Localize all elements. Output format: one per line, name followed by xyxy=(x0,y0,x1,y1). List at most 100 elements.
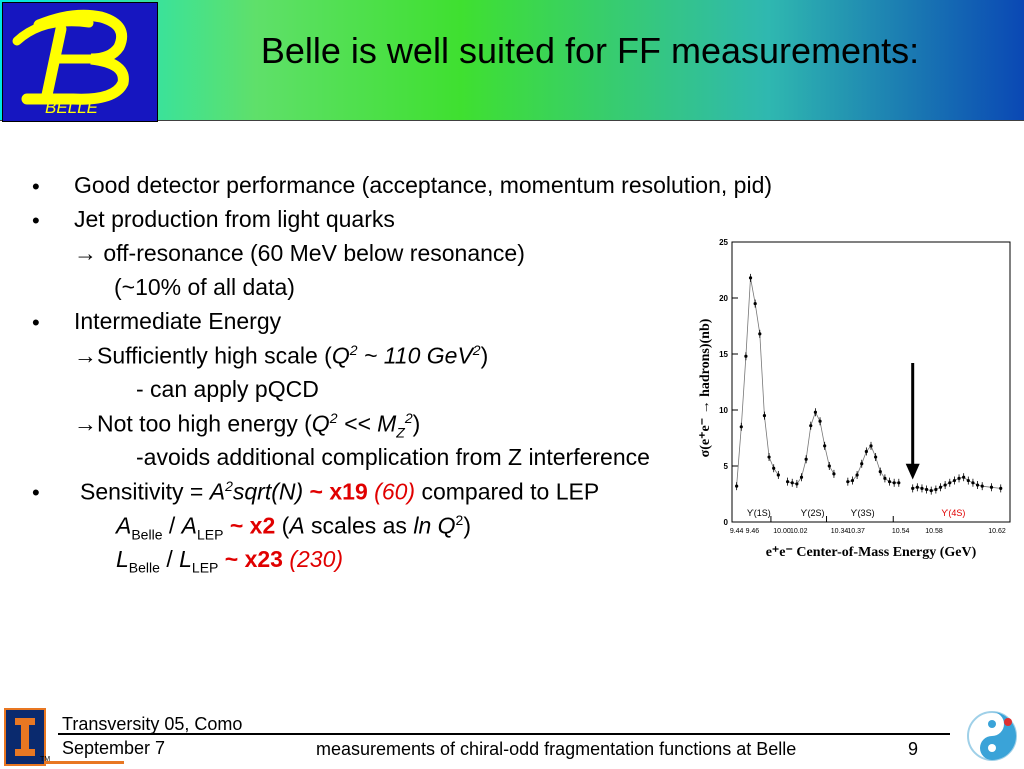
data-point xyxy=(934,487,938,492)
data-point xyxy=(929,489,933,493)
uiuc-trademark: TM xyxy=(40,756,51,763)
uiuc-underline xyxy=(44,761,124,764)
chart-svg: σ(e⁺e⁻ → hadrons)(nb) e⁺e⁻ Center-of-Mas… xyxy=(698,238,1011,560)
bullet-sensitivity: Sensitivity = A2sqrt(N) ~ x19 (60) compa… xyxy=(80,478,600,505)
data-point xyxy=(892,481,896,485)
data-point xyxy=(846,480,850,484)
arrow-icon: → xyxy=(74,342,97,369)
asymmetry-ratio: ABelle / ALEP ~ x2 (A scales as ln Q2) xyxy=(116,512,471,543)
uiuc-logo-icon xyxy=(4,708,46,766)
arrow-icon: → xyxy=(74,240,97,266)
page-number: 9 xyxy=(908,739,919,759)
resonance-label: ϒ(2S) xyxy=(801,508,825,518)
belle-logo: BELLE xyxy=(2,2,158,122)
data-point xyxy=(744,354,748,358)
data-point xyxy=(975,483,980,487)
data-point xyxy=(855,473,859,477)
data-point xyxy=(762,414,767,418)
footer-divider xyxy=(58,733,950,735)
x-tick-label: 10.34 xyxy=(831,528,849,535)
arrow-head-icon xyxy=(905,463,920,480)
bullet-marker: • xyxy=(32,480,40,505)
data-point xyxy=(874,455,878,459)
taiji-logo-icon xyxy=(966,708,1018,764)
sub-data-fraction: (~10% of all data) xyxy=(114,274,295,300)
data-point xyxy=(989,485,994,489)
fit-curve xyxy=(736,277,779,487)
data-point xyxy=(767,455,771,459)
data-point xyxy=(957,476,961,480)
data-point xyxy=(790,481,794,485)
data-point xyxy=(786,480,790,484)
data-point xyxy=(818,419,822,423)
data-point xyxy=(878,470,882,474)
data-point xyxy=(758,332,762,336)
footer-conference: Transversity 05, Como xyxy=(62,714,243,734)
data-point xyxy=(735,484,739,488)
y-tick-label: 0 xyxy=(724,518,729,527)
data-point xyxy=(952,478,956,483)
bullet-detector: Good detector performance (acceptance, m… xyxy=(74,172,773,198)
bullet-marker: • xyxy=(32,174,40,199)
sub-pqcd: - can apply pQCD xyxy=(136,376,319,402)
data-point xyxy=(962,475,966,479)
data-point xyxy=(748,276,753,280)
belle-b-logo-icon: BELLE xyxy=(12,9,129,117)
arrow-icon: → xyxy=(74,410,97,437)
data-point xyxy=(883,476,887,480)
data-point xyxy=(966,478,970,483)
data-point xyxy=(823,444,827,448)
data-point xyxy=(925,487,929,492)
data-point xyxy=(971,481,975,485)
data-point xyxy=(813,410,817,414)
data-point xyxy=(948,481,952,485)
sub-high-scale: →Sufficiently high scale (Q2 ~ 110 GeV2) xyxy=(74,342,489,369)
data-point xyxy=(776,473,780,477)
y-tick-label: 15 xyxy=(719,350,728,359)
footer-date: September 7 xyxy=(62,738,166,758)
bullet-marker: • xyxy=(32,310,40,335)
data-point xyxy=(980,484,984,488)
data-point xyxy=(999,486,1003,490)
resonance-label: ϒ(1S) xyxy=(747,508,771,518)
data-point xyxy=(915,485,919,489)
upsilon-cross-section-chart: σ(e⁺e⁻ → hadrons)(nb) e⁺e⁻ Center-of-Mas… xyxy=(690,238,1020,568)
y-tick-label: 10 xyxy=(719,406,728,415)
logo-text: BELLE xyxy=(45,98,99,117)
footer-talk-title: measurements of chiral-odd fragmentation… xyxy=(316,739,797,759)
data-point xyxy=(864,449,868,454)
data-point xyxy=(850,478,855,483)
sub-off-resonance: → off-resonance (60 MeV below resonance) xyxy=(74,240,525,266)
data-point xyxy=(938,485,943,489)
data-point xyxy=(753,302,757,306)
data-point xyxy=(943,483,947,487)
x-tick-label: 10.62 xyxy=(988,528,1006,535)
bullet-intermediate-energy: Intermediate Energy xyxy=(74,308,282,334)
data-point xyxy=(911,486,915,490)
x-tick-label: 9.46 xyxy=(746,528,760,535)
x-tick-label: 10.58 xyxy=(925,528,943,535)
data-point xyxy=(799,475,804,479)
data-point xyxy=(827,464,831,468)
data-point xyxy=(897,481,901,485)
luminosity-ratio: LBelle / LLEP ~ x23 (230) xyxy=(116,546,344,576)
data-point xyxy=(860,462,864,466)
data-point xyxy=(887,480,892,484)
resonance-label: ϒ(3S) xyxy=(851,508,875,518)
y-tick-label: 20 xyxy=(719,294,728,303)
data-point xyxy=(772,466,776,470)
y-tick-label: 5 xyxy=(724,462,729,471)
bullet-jet-production: Jet production from light quarks xyxy=(74,206,395,232)
x-axis-label: e⁺e⁻ Center-of-Mass Energy (GeV) xyxy=(766,545,977,560)
y-tick-label: 25 xyxy=(719,238,728,247)
sub-z-interference: -avoids additional complication from Z i… xyxy=(136,444,650,470)
data-point xyxy=(739,425,743,429)
data-point xyxy=(832,472,836,476)
x-tick-label: 10.37 xyxy=(847,528,865,535)
slide-title: Belle is well suited for FF measurements… xyxy=(260,30,920,71)
x-tick-label: 10.02 xyxy=(790,528,808,535)
bullet-marker: • xyxy=(32,208,40,233)
data-point xyxy=(869,444,873,448)
x-tick-label: 10.00 xyxy=(773,528,791,535)
sub-not-too-high: →Not too high energy (Q2 << MZ2) xyxy=(74,410,421,441)
